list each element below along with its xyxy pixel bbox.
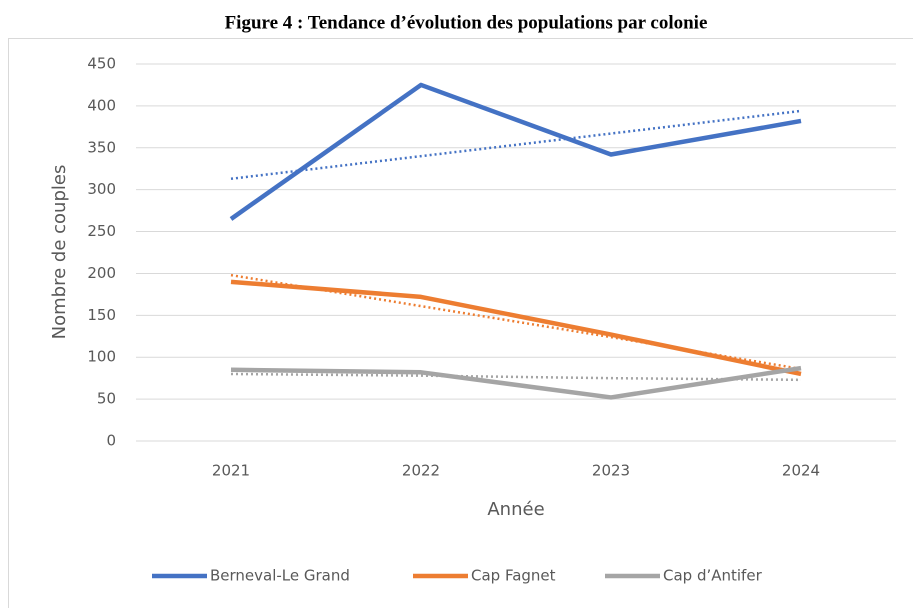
x-tick-label: 2022	[402, 462, 440, 480]
series-line	[229, 82, 802, 221]
legend-label: Cap Fagnet	[471, 567, 556, 585]
y-tick-label: 150	[87, 306, 116, 324]
y-tick-label: 300	[87, 180, 116, 198]
y-tick-label: 100	[87, 348, 116, 366]
y-tick-label: 250	[87, 222, 116, 240]
legend-label: Berneval-Le Grand	[210, 567, 350, 585]
trend-line	[230, 109, 802, 181]
y-tick-label: 200	[87, 264, 116, 282]
x-tick-label: 2024	[782, 462, 820, 480]
chart-frame	[8, 38, 913, 608]
y-tick-label: 350	[87, 138, 116, 156]
y-tick-label: 50	[97, 390, 116, 408]
trend-line	[230, 273, 802, 371]
y-tick-label: 400	[87, 96, 116, 114]
y-axis-title: Nombre de couples	[49, 165, 70, 340]
y-tick-label: 450	[87, 55, 116, 73]
x-axis-title: Année	[487, 499, 544, 520]
x-tick-label: 2023	[592, 462, 630, 480]
trend-line	[230, 372, 802, 382]
x-tick-label: 2021	[212, 462, 250, 480]
y-tick-label: 0	[106, 432, 116, 450]
series-line	[230, 365, 802, 400]
legend-label: Cap d’Antifer	[663, 567, 763, 585]
chart-title: Figure 4 : Tendance d’évolution des popu…	[225, 12, 708, 33]
